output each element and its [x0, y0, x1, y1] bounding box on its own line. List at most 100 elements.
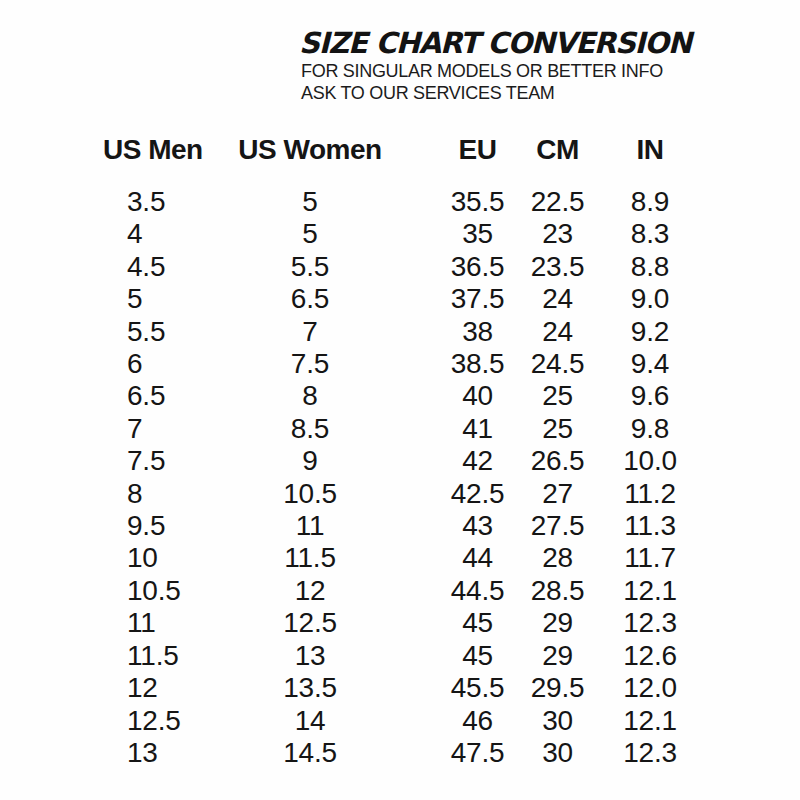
- cell-eu: 37.5: [430, 283, 525, 315]
- cell-in: 12.1: [615, 705, 685, 737]
- cell-in: 10.0: [615, 445, 685, 477]
- cell-us-women: 5: [218, 186, 402, 218]
- cell-in: 12.0: [615, 672, 685, 704]
- cell-eu: 46: [430, 705, 525, 737]
- table-row: 4535238.3: [100, 218, 685, 250]
- cell-eu: 43: [430, 510, 525, 542]
- subtitle-line-2: ASK TO OUR SERVICES TEAM: [301, 82, 663, 104]
- table-row: 3.5535.522.58.9: [100, 186, 685, 218]
- table-row: 4.55.5 36.523.5 8.8: [100, 251, 685, 283]
- cell-us-men: 12: [100, 672, 218, 704]
- table-row: 810.542.52711.2: [100, 478, 685, 510]
- cell-us-men: 12.5: [100, 705, 218, 737]
- cell-cm: 28.5: [525, 575, 590, 607]
- cell-eu: 38: [430, 316, 525, 348]
- table-row: 1213.5 45.529.5 12.0: [100, 672, 685, 704]
- table-row: 9.511 4327.5 11.3: [100, 510, 685, 542]
- cell-eu: 47.5: [430, 737, 525, 769]
- cell-us-women: 11: [218, 510, 402, 542]
- cell-in: 12.1: [615, 575, 685, 607]
- table-row: 12.514 4630 12.1: [100, 705, 685, 737]
- cell-cm: 30: [525, 737, 590, 769]
- column-header-us-men: US Men: [100, 134, 218, 166]
- cell-in: 11.7: [615, 542, 685, 574]
- cell-cm: 25: [525, 380, 590, 412]
- cell-us-men: 7.5: [100, 445, 218, 477]
- cell-us-women: 5.5: [218, 251, 402, 283]
- cell-cm: 24: [525, 283, 590, 315]
- cell-us-men: 3.5: [100, 186, 218, 218]
- table-row: 11.513 4529 12.6: [100, 640, 685, 672]
- table-body: 3.5535.522.58.94535238.34.55.536.523.58.…: [100, 186, 685, 769]
- cell-us-women: 13.5: [218, 672, 402, 704]
- cell-in: 12.3: [615, 607, 685, 639]
- cell-us-women: 9: [218, 445, 402, 477]
- cell-eu: 35: [430, 218, 525, 250]
- cell-us-women: 7: [218, 316, 402, 348]
- column-header-cm: CM: [525, 134, 590, 166]
- table-row: 78.541259.8: [100, 413, 685, 445]
- cell-us-men: 7: [100, 413, 218, 445]
- cell-eu: 45: [430, 640, 525, 672]
- cell-cm: 23.5: [525, 251, 590, 283]
- column-header-in: IN: [615, 134, 685, 166]
- cell-cm: 30: [525, 705, 590, 737]
- cell-us-men: 8: [100, 478, 218, 510]
- page-subtitle: FOR SINGULAR MODELS OR BETTER INFO ASK T…: [301, 60, 663, 104]
- cell-in: 9.2: [615, 316, 685, 348]
- table-row: 5.5738249.2: [100, 316, 685, 348]
- cell-cm: 29.5: [525, 672, 590, 704]
- cell-eu: 41: [430, 413, 525, 445]
- cell-cm: 29: [525, 640, 590, 672]
- cell-eu: 44: [430, 542, 525, 574]
- column-header-eu: EU: [430, 134, 525, 166]
- cell-eu: 45.5: [430, 672, 525, 704]
- cell-us-men: 11: [100, 607, 218, 639]
- cell-us-women: 12.5: [218, 607, 402, 639]
- cell-us-women: 14: [218, 705, 402, 737]
- cell-eu: 44.5: [430, 575, 525, 607]
- cell-cm: 25: [525, 413, 590, 445]
- table-row: 1112.5452912.3: [100, 607, 685, 639]
- cell-us-women: 7.5: [218, 348, 402, 380]
- table-row: 7.59 4226.5 10.0: [100, 445, 685, 477]
- size-chart-page: SIZE CHART CONVERSION FOR SINGULAR MODEL…: [0, 0, 800, 800]
- cell-us-men: 11.5: [100, 640, 218, 672]
- cell-us-men: 6.5: [100, 380, 218, 412]
- cell-cm: 22.5: [525, 186, 590, 218]
- cell-us-men: 13: [100, 737, 218, 769]
- cell-us-men: 4.5: [100, 251, 218, 283]
- cell-in: 11.3: [615, 510, 685, 542]
- table-row: 6.58 4025 9.6: [100, 380, 685, 412]
- cell-us-women: 14.5: [218, 737, 402, 769]
- cell-cm: 27.5: [525, 510, 590, 542]
- cell-cm: 27: [525, 478, 590, 510]
- cell-cm: 23: [525, 218, 590, 250]
- cell-cm: 24.5: [525, 348, 590, 380]
- cell-eu: 40: [430, 380, 525, 412]
- table-row: 10.51244.528.512.1: [100, 575, 685, 607]
- cell-cm: 26.5: [525, 445, 590, 477]
- cell-us-men: 9.5: [100, 510, 218, 542]
- table-row: 67.538.524.59.4: [100, 348, 685, 380]
- cell-eu: 38.5: [430, 348, 525, 380]
- cell-us-women: 8.5: [218, 413, 402, 445]
- cell-cm: 28: [525, 542, 590, 574]
- table-row: 56.537.5249.0: [100, 283, 685, 315]
- cell-us-men: 4: [100, 218, 218, 250]
- cell-us-women: 8: [218, 380, 402, 412]
- cell-us-women: 10.5: [218, 478, 402, 510]
- table-row: 1011.5442811.7: [100, 542, 685, 574]
- cell-us-women: 6.5: [218, 283, 402, 315]
- cell-us-women: 13: [218, 640, 402, 672]
- cell-in: 8.8: [615, 251, 685, 283]
- cell-eu: 42: [430, 445, 525, 477]
- cell-eu: 36.5: [430, 251, 525, 283]
- cell-cm: 24: [525, 316, 590, 348]
- cell-in: 12.6: [615, 640, 685, 672]
- cell-us-women: 11.5: [218, 542, 402, 574]
- cell-in: 9.6: [615, 380, 685, 412]
- table-row: 1314.547.53012.3: [100, 737, 685, 769]
- cell-in: 11.2: [615, 478, 685, 510]
- subtitle-line-1: FOR SINGULAR MODELS OR BETTER INFO: [301, 60, 663, 82]
